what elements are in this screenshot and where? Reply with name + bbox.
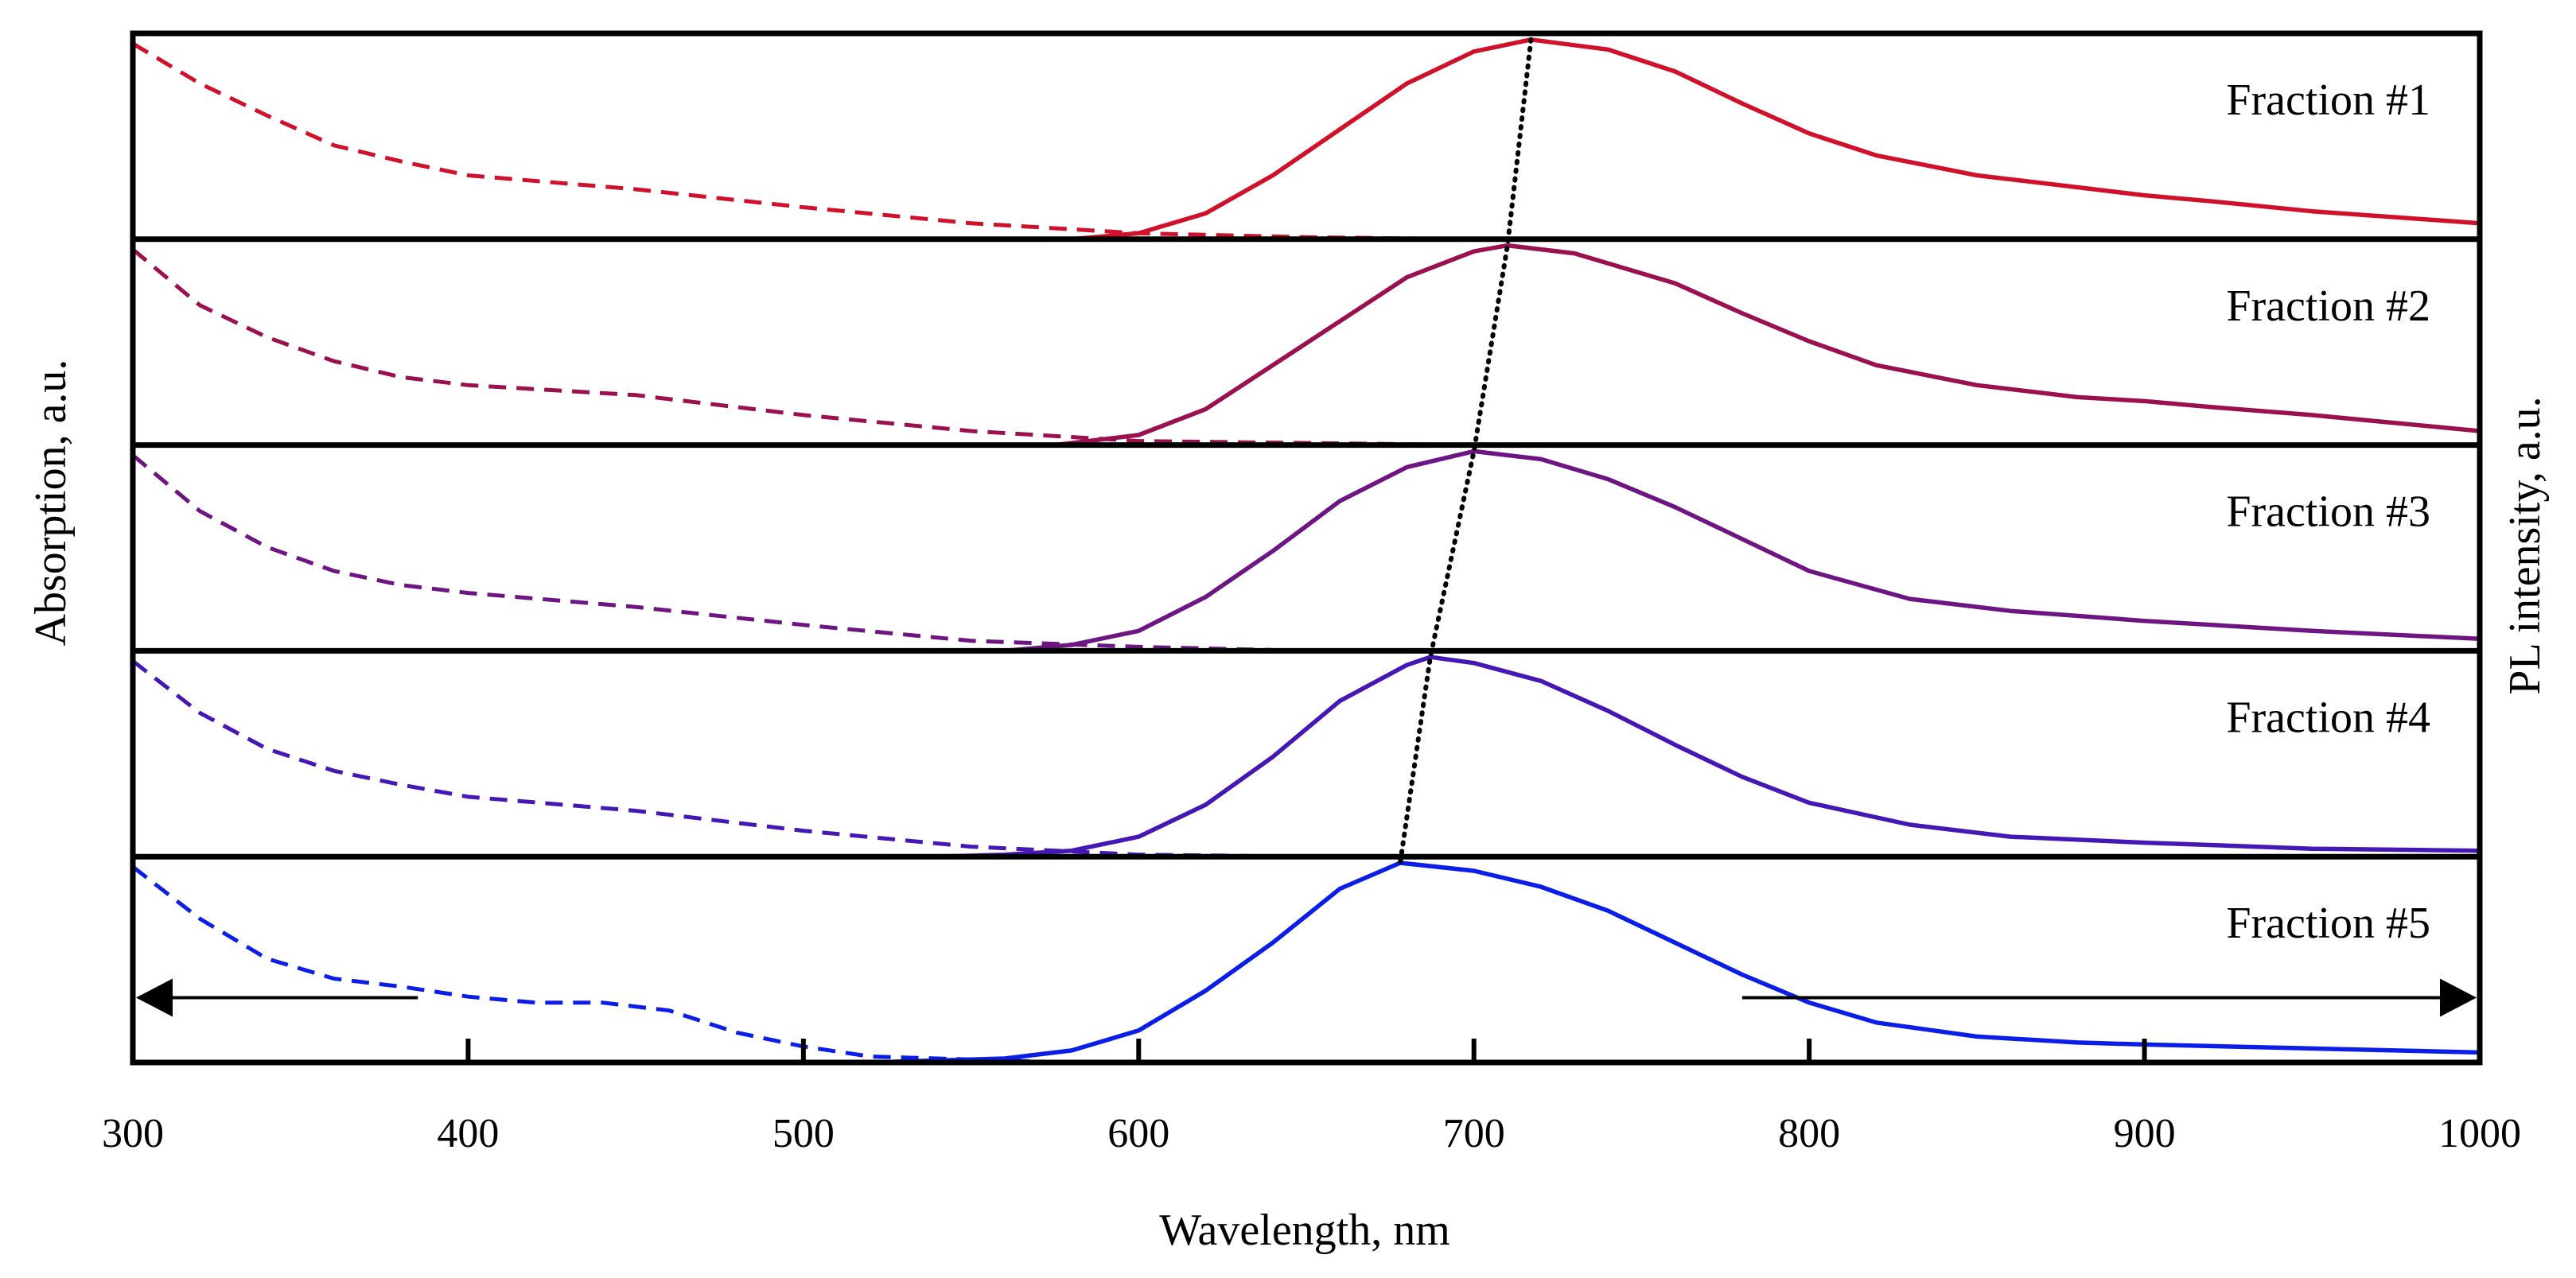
x-tick-label-800: 800	[1778, 1111, 1840, 1156]
panel-label-4: Fraction #4	[2226, 693, 2430, 742]
x-tick-label-600: 600	[1107, 1111, 1169, 1156]
panel-label-5: Fraction #5	[2226, 899, 2430, 948]
right-arrowhead-icon	[2440, 978, 2477, 1017]
x-axis-title: Wavelength, nm	[1159, 1206, 1450, 1255]
x-tick-label-400: 400	[437, 1111, 499, 1156]
x-axis-ticks: 300 400 500 600 700 800 900 1000	[102, 1039, 2521, 1156]
pl-peak-trace-line	[1398, 37, 1534, 867]
panel-3: Fraction #3	[131, 449, 2481, 654]
chart-frame	[130, 30, 2483, 1066]
x-tick-label-700: 700	[1443, 1111, 1505, 1156]
x-tick-label-1000: 1000	[2438, 1111, 2521, 1156]
panel-5: Fraction #5	[131, 860, 2481, 1065]
x-tick-label-300: 300	[102, 1111, 164, 1156]
pl-line-1	[1071, 37, 2481, 242]
panel-1: Fraction #1	[131, 37, 2481, 242]
absorption-line-5	[131, 865, 1810, 1065]
x-tick-label-900: 900	[2114, 1111, 2176, 1156]
absorption-line-2	[131, 247, 1810, 448]
left-y-axis-title: Absorption, a.u.	[26, 359, 76, 647]
absorption-line-1	[131, 41, 1810, 242]
left-arrowhead-icon	[136, 978, 173, 1017]
panel-2: Fraction #2	[131, 243, 2481, 448]
peak-trace	[1398, 37, 1534, 867]
plot-border	[130, 30, 2483, 1066]
panel-label-1: Fraction #1	[2226, 76, 2430, 125]
panels: Fraction #1 Fraction #2 Fraction #3 Fractio…	[131, 37, 2481, 1065]
pl-line-5	[870, 860, 2481, 1065]
x-tick-label-500: 500	[772, 1111, 835, 1156]
panel-label-2: Fraction #2	[2226, 282, 2430, 331]
axis-arrows	[136, 978, 2477, 1017]
pl-line-3	[1004, 449, 2481, 654]
pl-line-2	[1054, 243, 2481, 448]
right-y-axis-title: PL intensity, a.u.	[2500, 396, 2550, 694]
panel-4: Fraction #4	[131, 655, 2481, 859]
pl-line-4	[937, 655, 2481, 859]
absorption-line-3	[131, 453, 1810, 653]
panel-label-3: Fraction #3	[2226, 488, 2430, 537]
